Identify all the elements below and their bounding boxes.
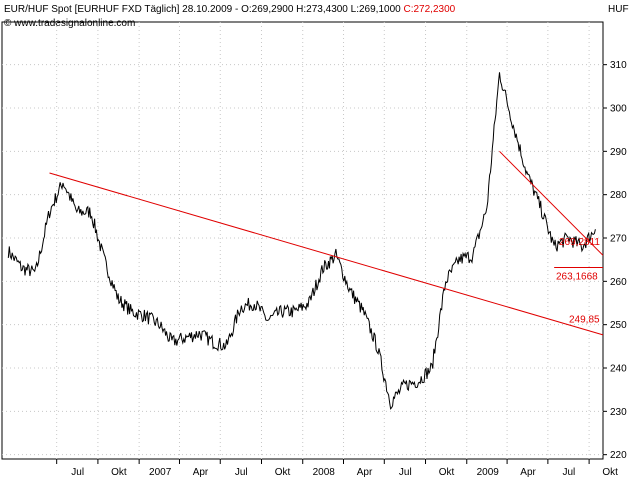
close-price: C:272,2300 (403, 4, 456, 15)
x-tick-label: Apr (520, 467, 536, 478)
y-tick-label: 250 (610, 320, 627, 331)
instrument-info: EUR/HUF Spot [EURHUF FXD Täglich] 28.10.… (4, 4, 401, 15)
trendline-label: 263,1668 (556, 272, 598, 283)
x-tick-label: Okt (275, 467, 291, 478)
x-tick-label: Jul (71, 467, 84, 478)
y-axis-unit: HUF (608, 4, 629, 15)
x-tick-label: Okt (439, 467, 455, 478)
plot-frame (1, 21, 604, 460)
y-tick-label: 240 (610, 364, 627, 375)
y-tick-label: 230 (610, 407, 627, 418)
trendline (499, 150, 604, 256)
y-tick-label: 280 (610, 190, 627, 201)
x-tick-label: Jul (562, 467, 575, 478)
x-tick-label: Okt (602, 467, 618, 478)
copyright-text: © www.tradesignalonline.com (4, 18, 136, 29)
trendline-label: 249,85 (569, 314, 600, 325)
y-tick-label: 310 (610, 60, 627, 71)
x-tick-label: Apr (193, 467, 209, 478)
price-series-line (7, 72, 596, 410)
chart-header: EUR/HUF Spot [EURHUF FXD Täglich] 28.10.… (4, 4, 455, 15)
y-tick-label: 260 (610, 277, 627, 288)
x-tick-label: Apr (357, 467, 373, 478)
x-tick-label: 2009 (477, 467, 500, 478)
y-tick-label: 290 (610, 147, 627, 158)
trendline-label: 269,2811 (559, 237, 600, 248)
x-tick-label: Okt (111, 467, 127, 478)
x-tick-label: Jul (399, 467, 412, 478)
y-tick-label: 270 (610, 234, 627, 245)
x-tick-label: Jul (235, 467, 248, 478)
y-tick-label: 300 (610, 104, 627, 115)
trendline (49, 172, 604, 336)
x-tick-label: 2007 (149, 467, 172, 478)
y-tick-label: 220 (610, 450, 627, 461)
x-tick-label: 2008 (313, 467, 336, 478)
